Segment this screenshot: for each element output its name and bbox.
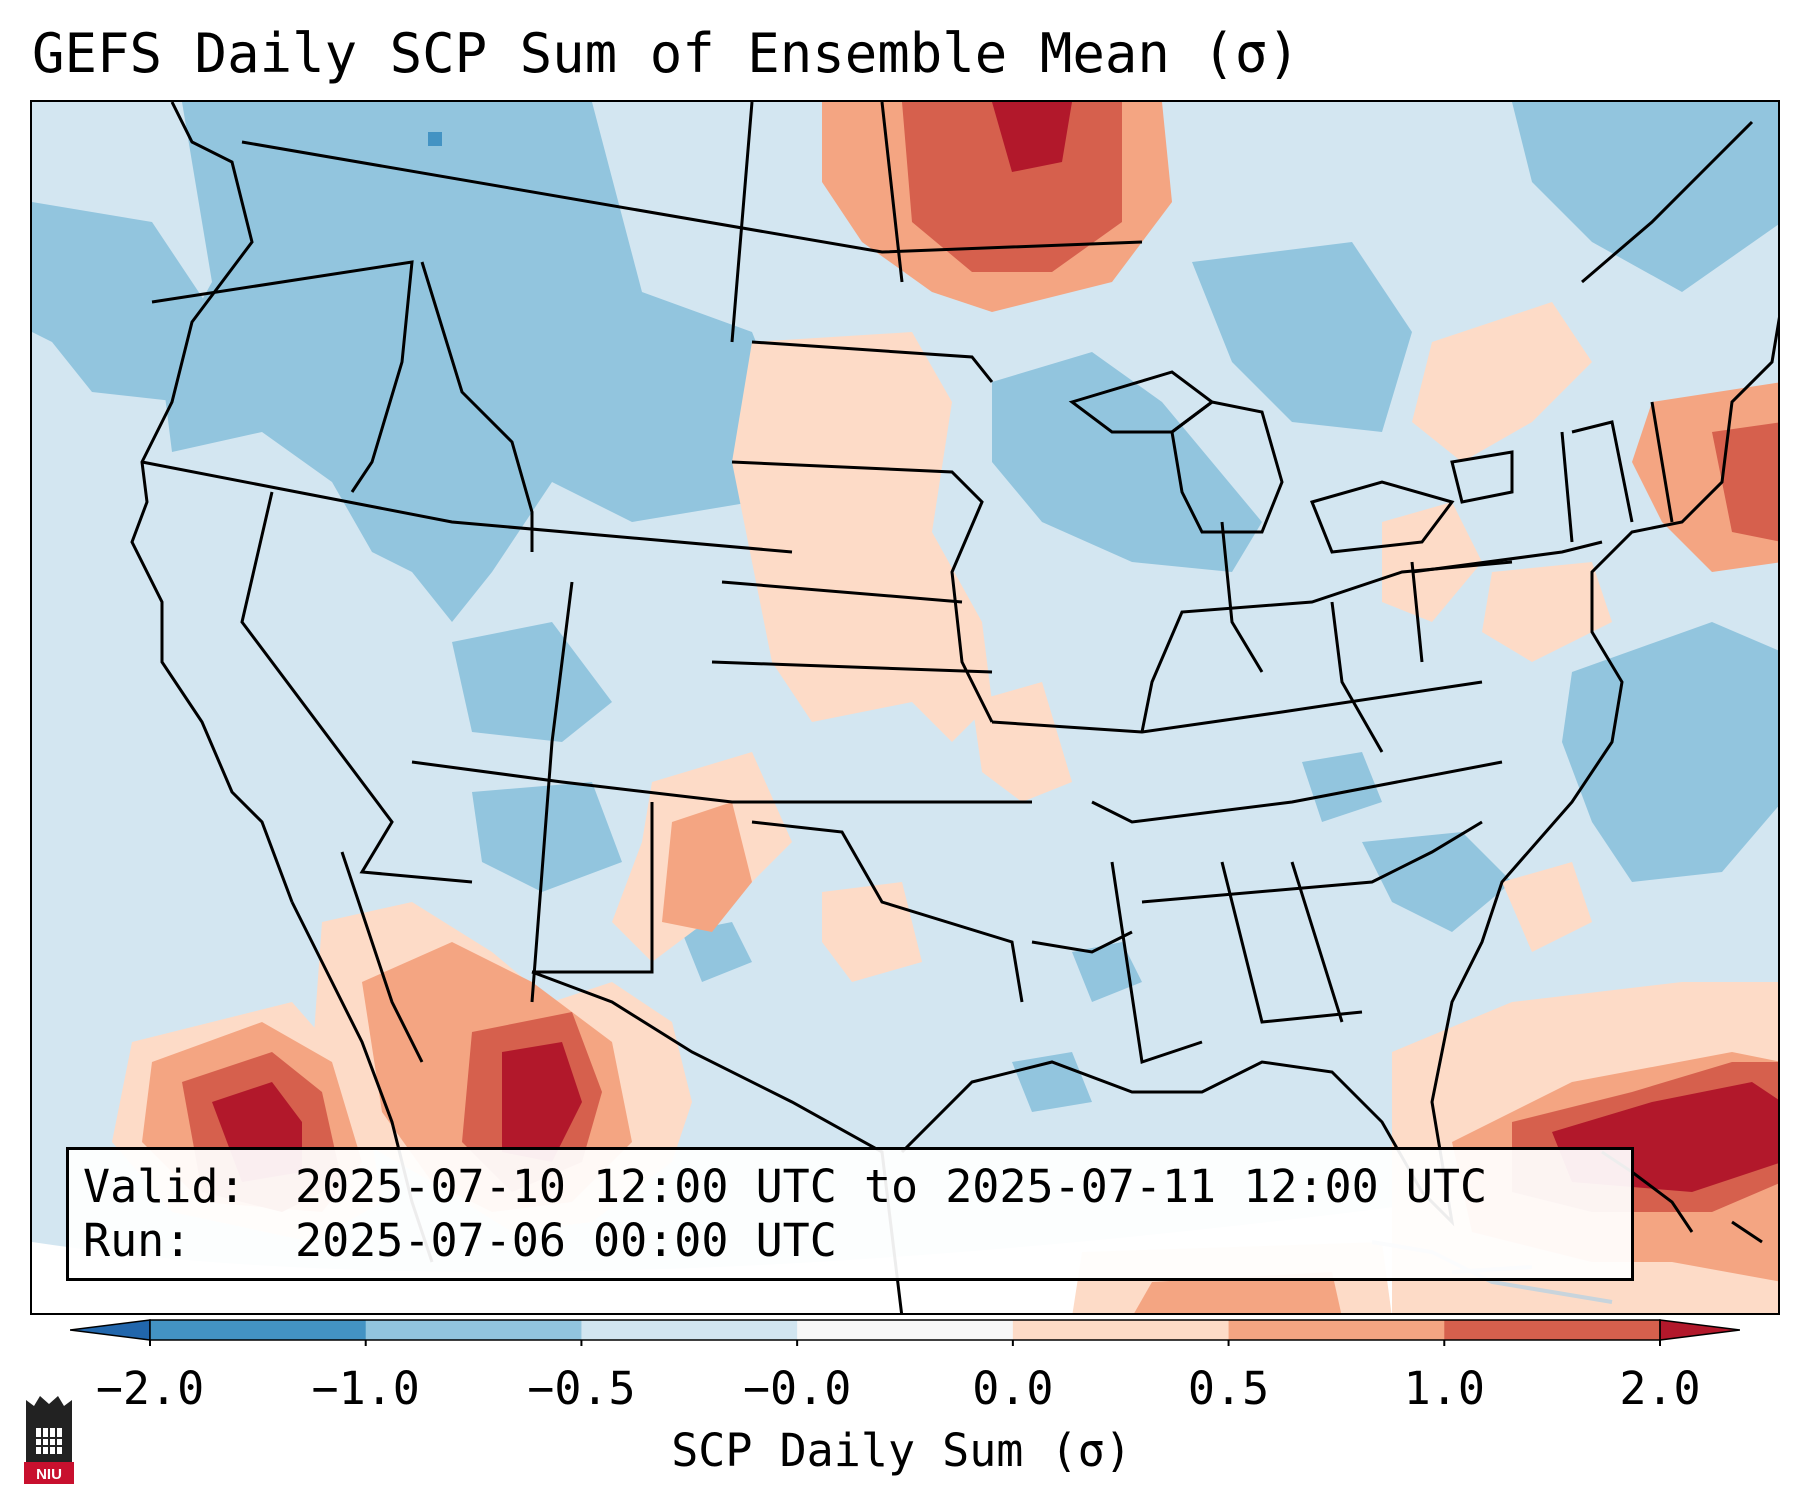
colorbar-tick-label: 0.0 [972,1362,1054,1415]
logo-text: NIU [36,1466,62,1483]
colorbar-bin [1444,1320,1661,1340]
run-value: 2025-07-06 00:00 UTC [295,1214,837,1267]
colorbar-tick-label: −1.0 [311,1362,420,1415]
colorbar-under-arrow [70,1319,151,1341]
run-key: Run: [83,1214,192,1267]
colorbar-tick-label: −0.0 [742,1362,852,1415]
colorbar-outline [149,1319,1661,1341]
valid-key: Valid: [83,1160,246,1213]
valid-time-box: Valid: 2025-07-10 12:00 UTC to 2025-07-1… [66,1147,1634,1281]
colorbar-tick-label: −0.5 [527,1362,636,1415]
colorbar-over-arrow [1659,1319,1740,1341]
colorbar-bin [365,1320,582,1340]
state-borders [130,102,1674,1064]
map-title: GEFS Daily SCP Sum of Ensemble Mean (σ) [32,22,1300,85]
negative-anomaly-areas [32,102,1778,1112]
colorbar-tick-label: 0.5 [1187,1362,1270,1415]
colorbar-bin [1012,1320,1230,1340]
colorbar-bin [797,1320,1014,1340]
colorbar-tick-label: 2.0 [1619,1362,1701,1415]
run-row: Run: 2025-07-06 00:00 UTC [83,1214,1617,1268]
colorbar-tick-label: −2.0 [95,1362,205,1415]
valid-value: 2025-07-10 12:00 UTC to 2025-07-11 12:00… [295,1160,1488,1213]
map-panel [30,100,1780,1315]
colorbar-label: SCP Daily Sum (σ) [671,1424,1132,1477]
coastlines [290,120,1778,1313]
colorbar-bin [1228,1320,1445,1340]
colorbar [70,1319,1740,1346]
valid-row: Valid: 2025-07-10 12:00 UTC to 2025-07-1… [83,1160,1617,1214]
colorbar-tick-label: 1.0 [1403,1362,1485,1415]
scp-field-map [32,102,1778,1313]
negative-strong-cells [428,132,442,146]
colorbar-bin [581,1320,798,1340]
colorbar-bin [150,1320,367,1340]
niu-logo-icon: NIU [24,1396,74,1484]
